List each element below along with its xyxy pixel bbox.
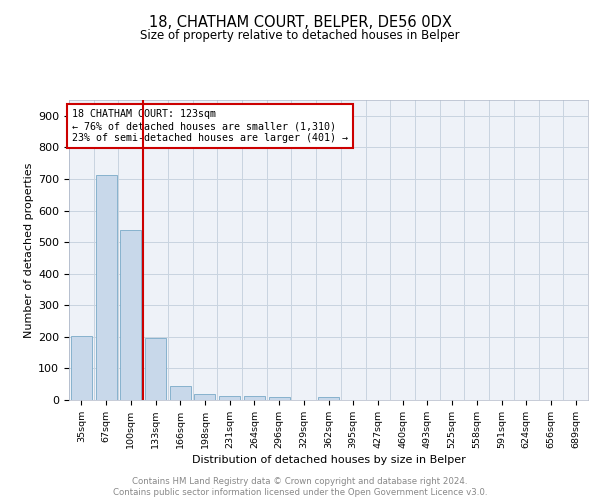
Text: Size of property relative to detached houses in Belper: Size of property relative to detached ho… [140, 29, 460, 42]
Y-axis label: Number of detached properties: Number of detached properties [24, 162, 34, 338]
Bar [194, 394, 215, 400]
Bar [219, 396, 240, 400]
Text: 18 CHATHAM COURT: 123sqm
← 76% of detached houses are smaller (1,310)
23% of sem: 18 CHATHAM COURT: 123sqm ← 76% of detach… [72, 110, 348, 142]
Bar [145, 338, 166, 400]
Text: 18, CHATHAM COURT, BELPER, DE56 0DX: 18, CHATHAM COURT, BELPER, DE56 0DX [149, 15, 451, 30]
Bar [269, 398, 290, 400]
Bar [170, 386, 191, 400]
Bar [120, 230, 141, 400]
Bar [244, 396, 265, 400]
Bar [95, 174, 116, 400]
Bar [318, 398, 339, 400]
X-axis label: Distribution of detached houses by size in Belper: Distribution of detached houses by size … [191, 455, 466, 465]
Text: Contains HM Land Registry data © Crown copyright and database right 2024.
Contai: Contains HM Land Registry data © Crown c… [113, 478, 487, 497]
Bar [71, 336, 92, 400]
